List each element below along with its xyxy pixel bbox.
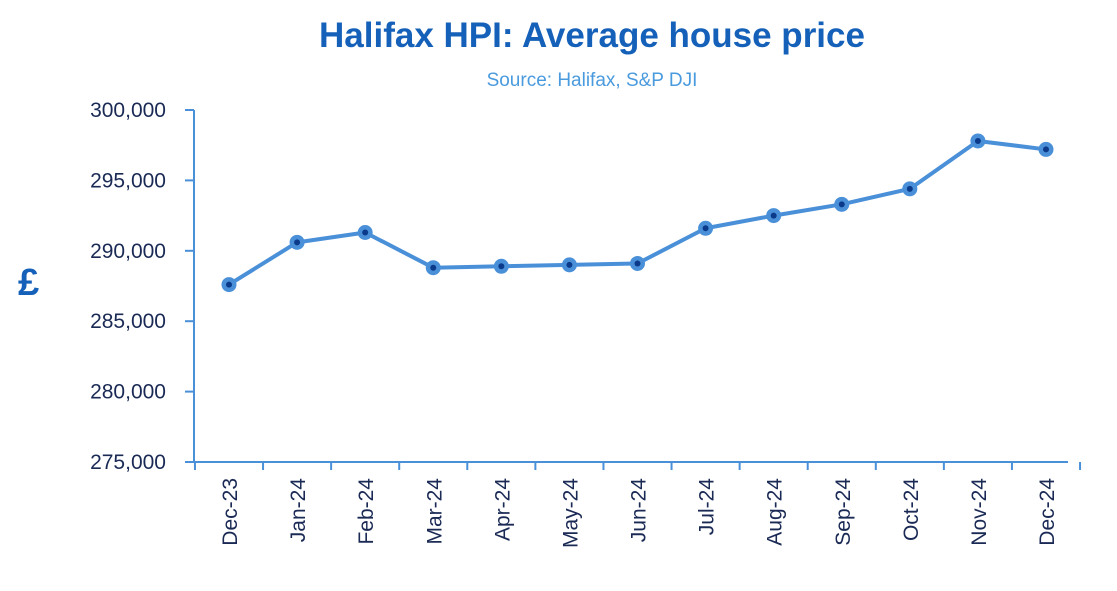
data-point-center — [1043, 146, 1049, 153]
data-point-center — [566, 261, 573, 268]
data-point — [698, 220, 714, 236]
x-tick-label: Mar-24 — [423, 478, 446, 545]
data-point — [425, 260, 441, 276]
x-axis-ticks: Dec-23 Jan-24 Feb-24 Mar-24 Apr-24 May-24 Jun-… — [193, 462, 1082, 548]
data-point — [221, 277, 237, 293]
axes — [193, 110, 1068, 463]
y-axis-label: £ — [18, 262, 40, 304]
x-tick-label: Dec-23 — [219, 478, 242, 546]
x-tick-label: Sep-24 — [832, 478, 855, 546]
x-tick-label: Aug-24 — [764, 478, 787, 546]
x-tick-label: Oct-24 — [900, 478, 923, 541]
data-point-center — [974, 137, 981, 144]
data-point-center — [770, 212, 777, 219]
y-tick-label: 300,000 — [90, 99, 166, 122]
y-tick-label: 285,000 — [90, 310, 166, 333]
data-point — [970, 133, 986, 149]
x-tick-label: Jun-24 — [628, 478, 651, 543]
x-tick-label: May-24 — [559, 478, 582, 548]
data-point-center — [294, 239, 301, 246]
data-point-center — [906, 185, 913, 192]
data-point — [561, 257, 577, 273]
y-tick-label: 275,000 — [90, 451, 166, 474]
data-point — [357, 224, 373, 240]
x-tick-label: Dec-24 — [1036, 478, 1059, 546]
data-point-center — [430, 264, 437, 271]
y-tick-label: 280,000 — [90, 381, 166, 404]
data-point-center — [838, 201, 845, 208]
x-tick-label: Jul-24 — [696, 478, 719, 536]
data-point-center — [362, 229, 369, 236]
data-point-center — [702, 225, 709, 232]
data-point — [493, 258, 509, 274]
chart-subtitle: Source: Halifax, S&P DJI — [486, 70, 698, 91]
data-point — [289, 234, 305, 250]
data-point — [1038, 141, 1054, 157]
chart-title: Halifax HPI: Average house price — [319, 16, 865, 55]
data-point-center — [498, 263, 505, 270]
data-point — [902, 181, 918, 197]
series-average-house-price — [221, 133, 1054, 293]
x-tick-label: Jan-24 — [287, 478, 310, 543]
data-point — [834, 196, 850, 212]
x-tick-label: Feb-24 — [355, 478, 378, 545]
x-tick-label: Apr-24 — [491, 478, 514, 541]
data-point-center — [226, 281, 232, 288]
y-tick-label: 295,000 — [90, 169, 166, 192]
x-tick-label: Nov-24 — [968, 478, 991, 546]
data-point — [630, 255, 645, 271]
y-axis-ticks: 275,000 280,000 285,000 290,000 295,000 300,0… — [90, 99, 194, 474]
data-point — [766, 208, 782, 224]
y-tick-label: 290,000 — [90, 240, 166, 263]
data-point-center — [634, 260, 641, 267]
